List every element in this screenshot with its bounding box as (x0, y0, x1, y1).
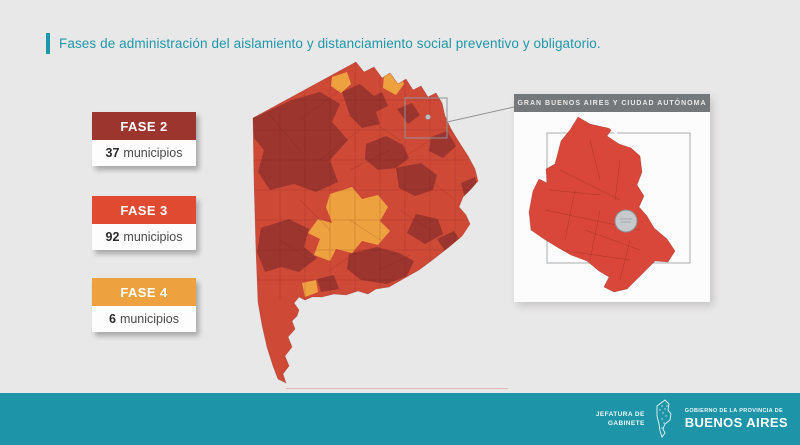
gba-inset-map (528, 116, 691, 293)
fase4-count-unit: municipios (119, 312, 179, 326)
legend-card-fase2: FASE 2 37 municipios (92, 112, 196, 166)
fase4-count-number: 6 (108, 312, 116, 326)
province-outline (252, 61, 479, 384)
caba-label-lines (620, 218, 632, 223)
fase2-regions (253, 84, 478, 292)
jefatura-label: JEFATURA DE GABINETE (596, 410, 645, 429)
province-logo-icon (656, 399, 672, 438)
page-title: Fases de administración del aislamiento … (59, 36, 601, 51)
municipality-borders (253, 62, 478, 310)
fase4-regions (302, 69, 404, 297)
title-row: Fases de administración del aislamiento … (46, 33, 601, 54)
river-gap-line (608, 126, 644, 158)
title-accent-bar (46, 33, 50, 54)
caba-circle (614, 209, 638, 233)
legend-fase3-label: FASE 3 (92, 196, 196, 224)
brand-block: GOBIERNO DE LA PROVINCIA DE BUENOS AIRES (685, 408, 788, 430)
legend-fase4-count: 6 municipios (92, 306, 196, 332)
brand-top-line: GOBIERNO DE LA PROVINCIA DE (684, 408, 783, 414)
fase2-count-unit: municipios (123, 146, 183, 160)
caba-dot-main-map (425, 114, 431, 120)
gba-region (529, 117, 675, 292)
fase2-count-number: 37 (105, 146, 120, 160)
legend-card-fase3: FASE 3 92 municipios (92, 196, 196, 250)
gba-outline (528, 116, 676, 293)
brand-name: BUENOS AIRES (684, 415, 788, 430)
legend-fase3-count: 92 municipios (92, 224, 196, 250)
legend-fase2-count: 37 municipios (92, 140, 196, 166)
gba-inset-card: GRAN BUENOS AIRES Y CIUDAD AUTÓNOMA (514, 94, 710, 302)
jefatura-line1: JEFATURA DE (595, 410, 645, 418)
jefatura-line2: GABINETE (607, 420, 645, 427)
fase3-count-unit: municipios (123, 230, 183, 244)
gba-inset-header: GRAN BUENOS AIRES Y CIUDAD AUTÓNOMA (514, 94, 710, 112)
buenos-aires-province-map (252, 61, 479, 384)
legend-fase4-label: FASE 4 (92, 278, 196, 306)
fase3-count-number: 92 (105, 230, 120, 244)
legend-card-fase4: FASE 4 6 municipios (92, 278, 196, 332)
gba-municipality-borders (544, 139, 641, 281)
legend-fase2-label: FASE 2 (92, 112, 196, 140)
municipality-borders-diagonal (264, 89, 461, 271)
footer-branding: JEFATURA DE GABINETE GOBIERNO DE LA PROV… (596, 393, 788, 445)
gba-inset-body (514, 112, 710, 302)
footer-bar: JEFATURA DE GABINETE GOBIERNO DE LA PROV… (0, 393, 800, 445)
